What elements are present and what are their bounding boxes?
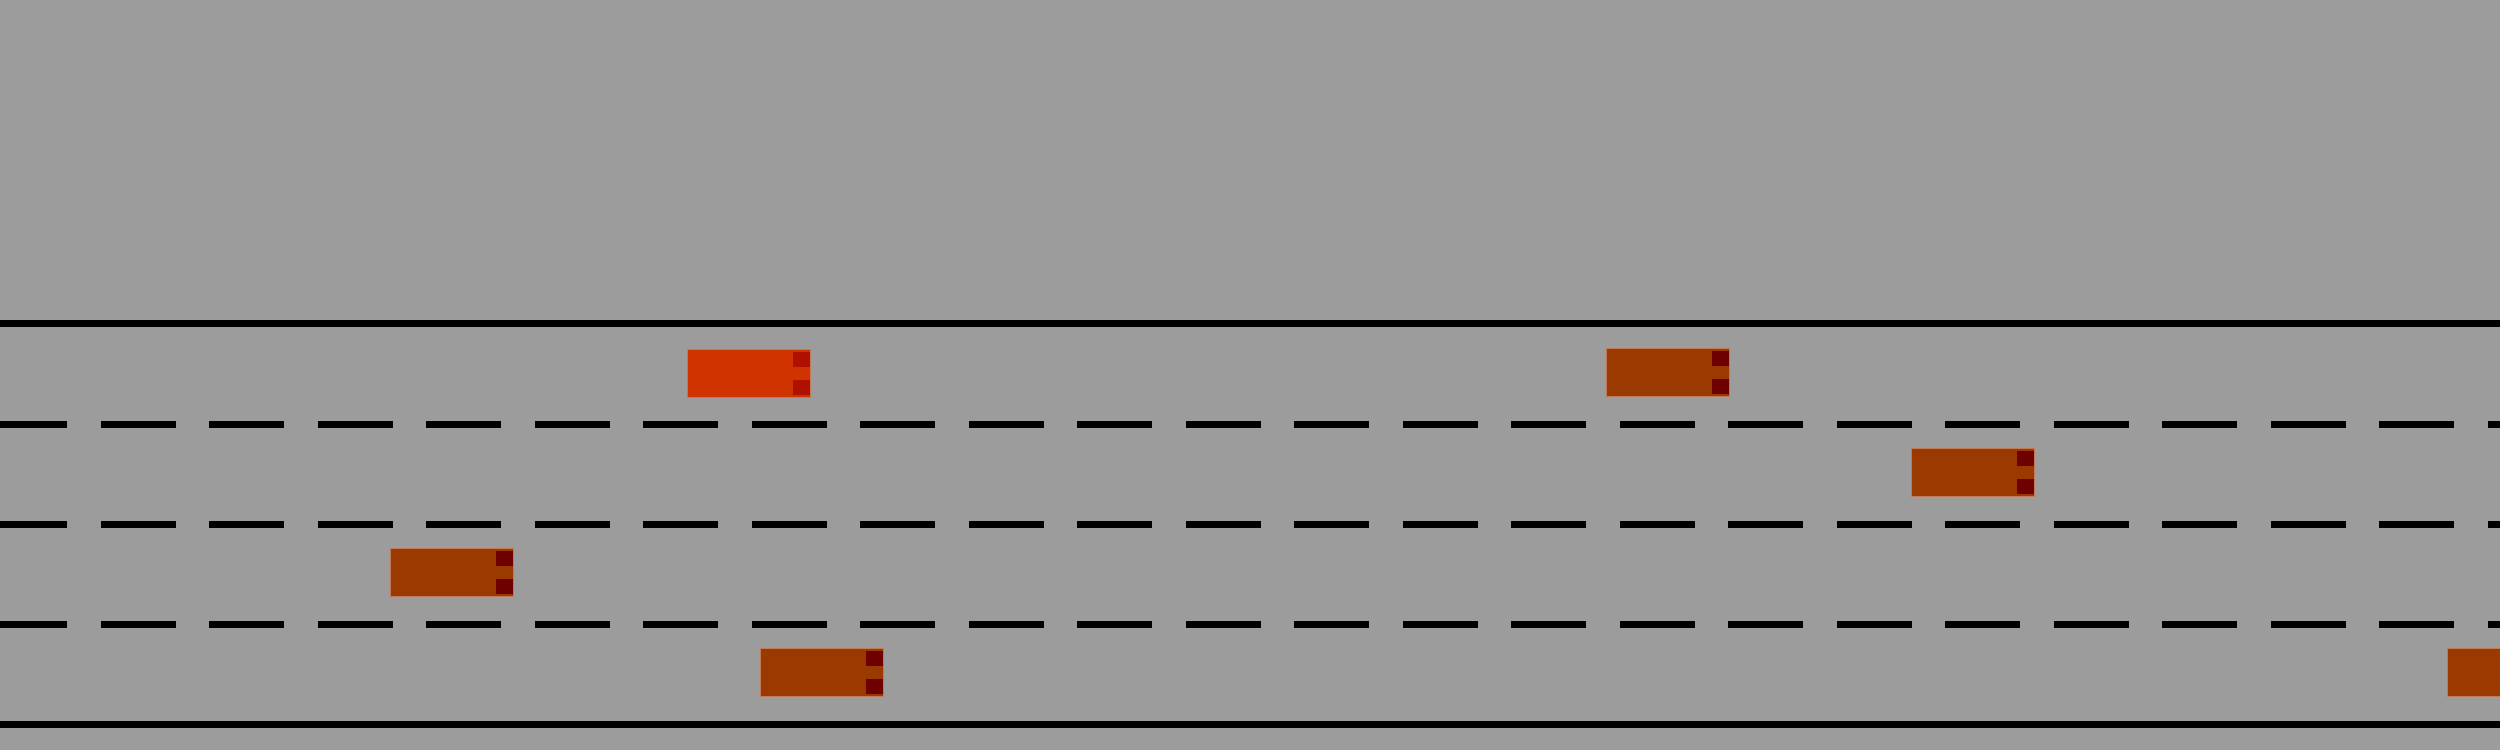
- lane-dash: [1294, 621, 1369, 628]
- lane-dash: [2487, 421, 2500, 428]
- vehicle-headlight: [1712, 351, 1729, 366]
- lane-dash: [1402, 621, 1478, 628]
- lane-dash: [2379, 521, 2454, 528]
- lane-dash: [968, 621, 1044, 628]
- other-vehicle: [1606, 348, 1730, 397]
- vehicle-headlight: [793, 380, 810, 395]
- lane-dash: [860, 621, 935, 628]
- other-vehicle: [1911, 448, 2035, 497]
- lane-dash: [1511, 421, 1586, 428]
- lane-dash: [643, 521, 718, 528]
- lane-dash: [100, 521, 176, 528]
- lane-dash: [2379, 421, 2454, 428]
- lane-dash: [317, 521, 393, 528]
- lane-dash: [2270, 521, 2346, 528]
- lane-dash: [1185, 621, 1261, 628]
- lane-dash: [1836, 621, 1912, 628]
- lane-dash: [1511, 521, 1586, 528]
- lane-dash: [209, 421, 284, 428]
- lane-dash: [0, 421, 67, 428]
- lane-dash: [1511, 621, 1586, 628]
- other-vehicle-partial: [2447, 648, 2500, 697]
- lane-dash: [2162, 621, 2237, 628]
- vehicle-headlight: [866, 679, 883, 694]
- lane-dash: [1728, 621, 1803, 628]
- lane-dash: [1294, 521, 1369, 528]
- lane-dash: [2487, 621, 2500, 628]
- lane-dash: [1945, 521, 2020, 528]
- lane-divider-2: [0, 521, 2500, 528]
- lane-dash: [1945, 621, 2020, 628]
- lane-dash: [1619, 621, 1695, 628]
- lane-dash: [2053, 421, 2129, 428]
- lane-dash: [1619, 421, 1695, 428]
- lane-dash: [426, 621, 501, 628]
- lane-dash: [2270, 421, 2346, 428]
- other-vehicle: [390, 548, 514, 597]
- lane-dash: [1836, 421, 1912, 428]
- lane-dash: [1077, 621, 1152, 628]
- lane-dash: [860, 521, 935, 528]
- lane-dash: [2053, 521, 2129, 528]
- lane-dash: [209, 521, 284, 528]
- lane-dash: [1185, 421, 1261, 428]
- lane-dash: [643, 621, 718, 628]
- lane-dash: [2379, 621, 2454, 628]
- road-bottom-edge-line: [0, 721, 2500, 728]
- lane-dash: [100, 621, 176, 628]
- lane-dash: [0, 521, 67, 528]
- lane-dash: [860, 421, 935, 428]
- lane-dash: [1945, 421, 2020, 428]
- lane-dash: [426, 421, 501, 428]
- vehicle-headlight: [496, 579, 513, 594]
- vehicle-headlight: [1712, 379, 1729, 394]
- vehicle-headlight: [2017, 479, 2034, 494]
- lane-dash: [2053, 621, 2129, 628]
- lane-dash: [1619, 521, 1695, 528]
- lane-dash: [643, 421, 718, 428]
- lane-dash: [751, 621, 827, 628]
- lane-divider-1: [0, 421, 2500, 428]
- ego-vehicle: [687, 349, 811, 398]
- lane-dash: [534, 421, 610, 428]
- lane-dash: [1402, 421, 1478, 428]
- lane-dash: [1728, 421, 1803, 428]
- lane-dash: [1728, 521, 1803, 528]
- lane-dash: [2162, 521, 2237, 528]
- other-vehicle: [760, 648, 884, 697]
- lane-dash: [1836, 521, 1912, 528]
- lane-dash: [0, 621, 67, 628]
- lane-dash: [1077, 421, 1152, 428]
- lane-dash: [1077, 521, 1152, 528]
- lane-dash: [2162, 421, 2237, 428]
- lane-divider-3: [0, 621, 2500, 628]
- lane-dash: [968, 521, 1044, 528]
- lane-dash: [751, 421, 827, 428]
- vehicle-headlight: [793, 352, 810, 367]
- lane-dash: [2487, 521, 2500, 528]
- lane-dash: [751, 521, 827, 528]
- lane-dash: [426, 521, 501, 528]
- lane-dash: [1402, 521, 1478, 528]
- lane-dash: [1294, 421, 1369, 428]
- vehicle-headlight: [866, 651, 883, 666]
- lane-dash: [209, 621, 284, 628]
- lane-dash: [968, 421, 1044, 428]
- lane-dash: [534, 521, 610, 528]
- vehicle-headlight: [2017, 451, 2034, 466]
- lane-dash: [317, 621, 393, 628]
- lane-dash: [317, 421, 393, 428]
- lane-dash: [534, 621, 610, 628]
- road-top-edge-line: [0, 320, 2500, 327]
- vehicle-headlight: [496, 551, 513, 566]
- lane-dash: [100, 421, 176, 428]
- lane-dash: [1185, 521, 1261, 528]
- lane-dash: [2270, 621, 2346, 628]
